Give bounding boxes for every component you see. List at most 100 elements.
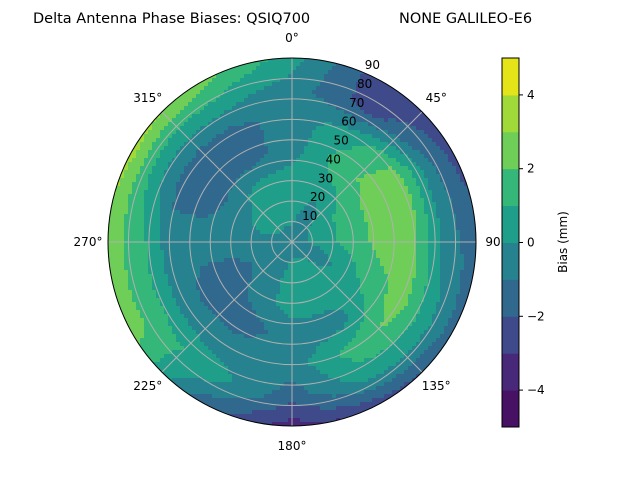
contour-cell [424,186,429,191]
contour-cell [192,138,197,143]
contour-cell [360,210,365,215]
contour-cell [392,254,397,259]
contour-cell [356,114,361,119]
contour-cell [424,174,429,179]
contour-cell [156,226,161,231]
contour-cell [396,186,401,191]
contour-cell [148,278,153,283]
contour-cell [192,106,197,111]
contour-cell [116,282,121,287]
contour-cell [120,234,125,239]
contour-cell [360,102,365,107]
contour-cell [220,238,225,243]
contour-cell [128,182,133,187]
contour-cell [336,210,341,215]
contour-cell [244,58,249,63]
contour-cell [260,298,265,303]
contour-cell [168,198,173,203]
contour-cell [424,214,429,219]
contour-cell [376,142,381,147]
contour-cell [296,178,301,183]
contour-cell [224,94,229,99]
contour-cell [460,230,465,235]
contour-cell [108,222,113,227]
contour-cell [320,282,325,287]
contour-cell [340,202,345,207]
contour-cell [248,126,253,131]
contour-cell [280,198,285,203]
contour-cell [164,190,169,195]
contour-cell [380,98,385,103]
contour-cell [128,210,133,215]
contour-cell [144,282,149,287]
contour-cell [456,246,461,251]
contour-cell [248,246,253,251]
contour-cell [244,114,249,119]
contour-cell [132,166,137,171]
contour-cell [232,266,237,271]
contour-cell [256,90,261,95]
contour-cell [256,290,261,295]
contour-cell [268,194,273,199]
contour-cell [168,274,173,279]
contour-cell [140,154,145,159]
contour-cell [316,294,321,299]
contour-cell [384,214,389,219]
contour-cell [148,178,153,183]
contour-cell [316,274,321,279]
contour-cell [420,138,425,143]
contour-cell [328,222,333,227]
contour-cell [396,258,401,263]
contour-cell [192,178,197,183]
contour-cell [364,90,369,95]
contour-cell [176,166,181,171]
contour-cell [404,122,409,127]
contour-cell [364,266,369,271]
contour-cell [276,166,281,171]
contour-cell [352,294,357,299]
contour-cell [392,258,397,263]
contour-cell [112,210,117,215]
contour-cell [268,258,273,263]
contour-cell [416,158,421,163]
contour-cell [356,202,361,207]
contour-cell [424,194,429,199]
contour-cell [260,154,265,159]
contour-cell [184,154,189,159]
contour-cell [320,234,325,239]
contour-cell [132,298,137,303]
contour-cell [324,78,329,83]
contour-cell [264,122,269,127]
contour-cell [392,194,397,199]
contour-cell [360,186,365,191]
contour-cell [420,286,425,291]
contour-cell [164,122,169,127]
contour-cell [308,58,313,63]
contour-cell [220,194,225,199]
contour-cell [144,134,149,139]
contour-cell [368,178,373,183]
contour-cell [304,210,309,215]
contour-cell [304,138,309,143]
contour-cell [240,242,245,247]
contour-cell [388,170,393,175]
contour-cell [364,226,369,231]
contour-cell [440,282,445,287]
contour-cell [212,166,217,171]
contour-cell [128,306,133,311]
contour-cell [184,230,189,235]
contour-cell [296,270,301,275]
contour-cell [404,258,409,263]
contour-cell [228,206,233,211]
contour-cell [132,222,137,227]
contour-cell [284,58,289,63]
contour-cell [180,134,185,139]
contour-cell [384,118,389,123]
contour-cell [360,94,365,99]
contour-cell [456,214,461,219]
contour-cell [420,194,425,199]
contour-cell [228,290,233,295]
contour-cell [204,266,209,271]
contour-cell [420,134,425,139]
contour-cell [180,110,185,115]
